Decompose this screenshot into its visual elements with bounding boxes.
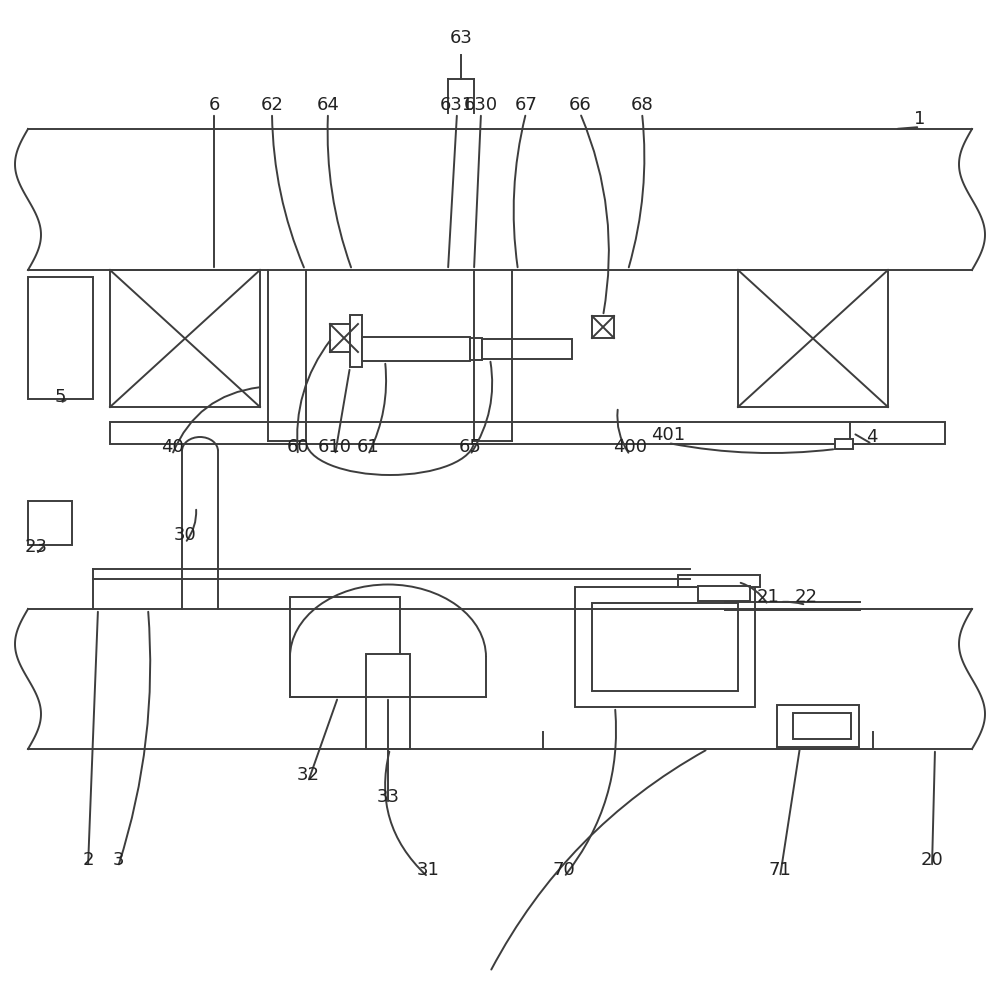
Bar [28, 277, 93, 399]
Text: 31: 31 [417, 861, 439, 879]
Text: 67: 67 [515, 96, 537, 114]
Text: 70: 70 [553, 861, 575, 879]
Text: 64: 64 [317, 96, 339, 114]
Bar [28, 501, 72, 545]
Text: 21: 21 [757, 588, 779, 606]
Text: 68: 68 [631, 96, 653, 114]
Text: 400: 400 [613, 438, 647, 456]
Bar [366, 654, 410, 749]
Bar [362, 337, 470, 361]
Text: 40: 40 [161, 438, 183, 456]
Text: 65: 65 [459, 438, 481, 456]
Text: 3: 3 [112, 851, 124, 869]
Text: 1: 1 [914, 110, 926, 128]
Bar [290, 597, 400, 697]
Text: 30: 30 [174, 526, 196, 544]
Bar [793, 713, 851, 739]
Text: 22: 22 [794, 588, 818, 606]
Bar [592, 316, 614, 338]
Bar [482, 339, 572, 359]
Bar [738, 270, 888, 407]
Text: 32: 32 [296, 766, 320, 784]
Bar [678, 575, 760, 587]
Text: 2: 2 [82, 851, 94, 869]
Text: 62: 62 [261, 96, 283, 114]
Text: 63: 63 [450, 29, 472, 47]
Bar [575, 587, 755, 707]
Text: 5: 5 [54, 388, 66, 406]
Bar [850, 422, 945, 444]
Text: 630: 630 [464, 96, 498, 114]
Text: 66: 66 [569, 96, 591, 114]
Text: 401: 401 [651, 426, 685, 444]
Bar [330, 324, 358, 352]
Text: 60: 60 [287, 438, 309, 456]
Bar [777, 705, 859, 747]
Text: 71: 71 [769, 861, 791, 879]
Bar [698, 586, 750, 601]
Bar [110, 422, 865, 444]
Text: 610: 610 [318, 438, 352, 456]
Text: 61: 61 [357, 438, 379, 456]
Text: 6: 6 [208, 96, 220, 114]
Bar [470, 338, 482, 360]
Text: 631: 631 [440, 96, 474, 114]
Text: 20: 20 [921, 851, 943, 869]
Text: 4: 4 [866, 428, 878, 446]
Bar [592, 603, 738, 691]
Text: 23: 23 [24, 538, 48, 556]
Bar [835, 439, 853, 449]
Bar [110, 270, 260, 407]
Text: 33: 33 [376, 788, 400, 806]
Bar [350, 315, 362, 367]
